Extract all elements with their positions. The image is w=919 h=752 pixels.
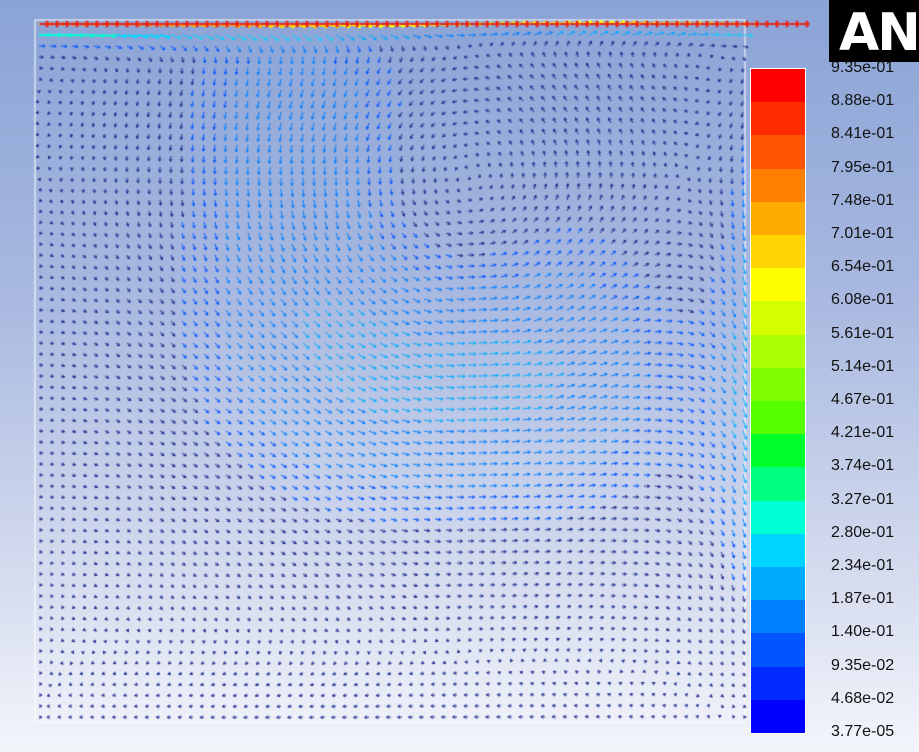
- colorbar-tick-label: 3.74e-01: [831, 457, 895, 475]
- colorbar-tick-label: 3.27e-01: [831, 490, 895, 508]
- colorbar-swatch: [751, 268, 805, 302]
- colorbar-swatch: [751, 401, 805, 435]
- colorbar-swatch: [751, 567, 805, 601]
- colorbar-swatch: [751, 301, 805, 336]
- colorbar-swatch: [751, 334, 805, 369]
- colorbar-tick-label: 6.54e-01: [831, 258, 895, 276]
- ansys-logo: AN: [829, 0, 919, 62]
- colorbar-tick-label: 6.08e-01: [831, 291, 895, 309]
- colorbar-tick-label: 5.14e-01: [831, 357, 895, 375]
- colorbar-swatch: [751, 102, 805, 136]
- colorbar-tick-label: 4.21e-01: [831, 424, 895, 442]
- logo-text: AN: [839, 3, 919, 62]
- colorbar-tick-label: 9.35e-01: [831, 59, 895, 76]
- colorbar-swatch: [751, 168, 805, 203]
- colorbar-swatch: [751, 600, 805, 634]
- colorbar-swatch: [751, 235, 805, 269]
- colorbar-swatch: [751, 135, 805, 170]
- colorbar-tick-label: 7.01e-01: [831, 225, 895, 242]
- colorbar-tick-label: 1.40e-01: [831, 623, 895, 641]
- colorbar-tick-label: 7.48e-01: [831, 191, 895, 209]
- colorbar-tick-label: 3.77e-05: [831, 723, 895, 740]
- colorbar-swatch: [751, 533, 805, 568]
- colorbar-tick-label: 4.67e-01: [831, 391, 895, 408]
- colorbar-tick-label: 7.95e-01: [831, 158, 895, 176]
- colorbar-tick-label: 2.34e-01: [831, 557, 895, 574]
- colorbar: [750, 68, 806, 734]
- colorbar-swatch: [751, 367, 805, 402]
- colorbar-tick-label: 9.35e-02: [831, 656, 895, 674]
- colorbar-swatch: [751, 500, 805, 535]
- colorbar-swatch: [751, 434, 805, 468]
- colorbar-swatch: [751, 467, 805, 502]
- colorbar-tick-label: 8.88e-01: [831, 92, 895, 110]
- colorbar-tick-label: 8.41e-01: [831, 125, 895, 143]
- colorbar-tick-label: 4.68e-02: [831, 689, 895, 707]
- colorbar-tick-label: 5.61e-01: [831, 324, 895, 342]
- colorbar-swatch: [751, 699, 805, 734]
- colorbar-swatch: [751, 201, 805, 236]
- colorbar-tick-label: 2.80e-01: [831, 523, 895, 541]
- colorbar-swatch: [751, 633, 805, 668]
- colorbar-swatch: [751, 69, 805, 103]
- colorbar-tick-label: 1.87e-01: [831, 590, 895, 608]
- colorbar-swatch: [751, 666, 805, 701]
